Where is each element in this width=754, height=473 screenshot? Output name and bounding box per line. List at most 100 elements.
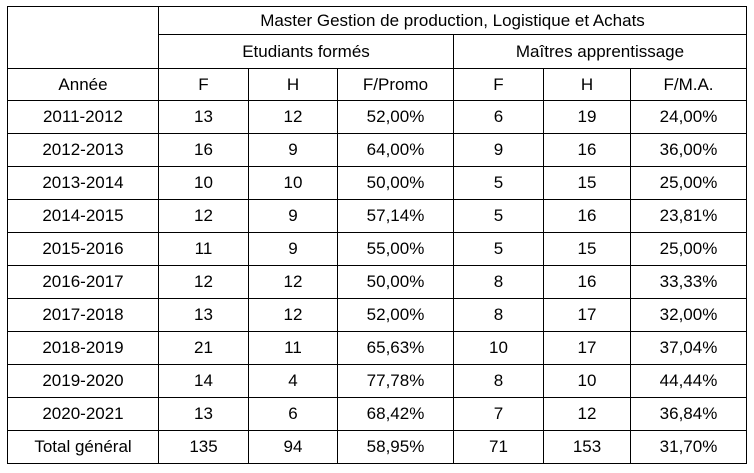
table-row: 2014-2015 12 9 57,14% 5 16 23,81% [7,199,747,233]
data-cell: 16 [543,265,631,299]
data-cell: 9 [248,199,338,233]
data-cell: 12 [158,199,249,233]
data-cell: 12 [158,265,249,299]
data-cell: 50,00% [337,265,454,299]
data-cell: 52,00% [337,100,454,134]
table-title: Master Gestion de production, Logistique… [158,6,747,35]
data-cell: 37,04% [630,331,747,365]
data-cell: 13 [158,100,249,134]
year-cell: 2011-2012 [7,100,159,134]
data-cell: 68,42% [337,397,454,431]
total-cell: 135 [158,430,249,464]
data-cell: 6 [453,100,544,134]
column-header-year: Année [7,68,159,101]
total-cell: 71 [453,430,544,464]
data-cell: 10 [158,166,249,200]
total-label-cell: Total général [7,430,159,464]
data-cell: 9 [248,133,338,167]
data-cell: 24,00% [630,100,747,134]
data-cell: 25,00% [630,232,747,266]
table-row: 2017-2018 13 12 52,00% 8 17 32,00% [7,298,747,332]
column-header-students-ratio: F/Promo [337,68,454,101]
data-cell: 33,33% [630,265,747,299]
total-cell: 31,70% [630,430,747,464]
data-cell: 13 [158,298,249,332]
year-cell: 2017-2018 [7,298,159,332]
data-cell: 10 [543,364,631,398]
data-cell: 64,00% [337,133,454,167]
year-cell: 2016-2017 [7,265,159,299]
data-cell: 8 [453,364,544,398]
data-cell: 17 [543,298,631,332]
data-cell: 13 [158,397,249,431]
data-cell: 6 [248,397,338,431]
data-cell: 10 [453,331,544,365]
data-cell: 65,63% [337,331,454,365]
column-header-masters-ratio: F/M.A. [630,68,747,101]
column-header-masters-f: F [453,68,544,101]
blank-corner-cell [7,6,159,69]
data-cell: 5 [453,232,544,266]
total-cell: 58,95% [337,430,454,464]
master-table: Master Gestion de production, Logistique… [7,6,747,464]
data-cell: 57,14% [337,199,454,233]
data-cell: 23,81% [630,199,747,233]
total-row: Total général 135 94 58,95% 71 153 31,70… [7,430,747,464]
data-cell: 7 [453,397,544,431]
data-cell: 16 [158,133,249,167]
data-cell: 9 [453,133,544,167]
data-cell: 9 [248,232,338,266]
year-cell: 2012-2013 [7,133,159,167]
data-cell: 10 [248,166,338,200]
table-row: 2011-2012 13 12 52,00% 6 19 24,00% [7,100,747,134]
data-cell: 15 [543,232,631,266]
data-cell: 19 [543,100,631,134]
data-cell: 32,00% [630,298,747,332]
year-cell: 2014-2015 [7,199,159,233]
data-cell: 17 [543,331,631,365]
data-cell: 12 [543,397,631,431]
title-row: Master Gestion de production, Logistique… [7,6,747,69]
year-cell: 2019-2020 [7,364,159,398]
data-cell: 15 [543,166,631,200]
data-cell: 25,00% [630,166,747,200]
data-cell: 4 [248,364,338,398]
column-header-students-h: H [248,68,338,101]
table-row: 2018-2019 21 11 65,63% 10 17 37,04% [7,331,747,365]
data-cell: 5 [453,199,544,233]
year-cell: 2020-2021 [7,397,159,431]
data-cell: 55,00% [337,232,454,266]
data-cell: 12 [248,265,338,299]
group-header-students: Etudiants formés [158,34,454,69]
data-cell: 11 [158,232,249,266]
data-cell: 16 [543,133,631,167]
data-cell: 12 [248,100,338,134]
data-cell: 52,00% [337,298,454,332]
data-cell: 14 [158,364,249,398]
group-header-row: Etudiants formés Maîtres apprentissage [8,34,747,69]
table-row: 2012-2013 16 9 64,00% 9 16 36,00% [7,133,747,167]
data-cell: 5 [453,166,544,200]
table-row: 2016-2017 12 12 50,00% 8 16 33,33% [7,265,747,299]
total-cell: 94 [248,430,338,464]
data-cell: 44,44% [630,364,747,398]
table-row: 2015-2016 11 9 55,00% 5 15 25,00% [7,232,747,266]
year-cell: 2018-2019 [7,331,159,365]
data-cell: 36,84% [630,397,747,431]
table-row: 2020-2021 13 6 68,42% 7 12 36,84% [7,397,747,431]
table-row: 2013-2014 10 10 50,00% 5 15 25,00% [7,166,747,200]
data-cell: 77,78% [337,364,454,398]
table-row: 2019-2020 14 4 77,78% 8 10 44,44% [7,364,747,398]
data-cell: 50,00% [337,166,454,200]
data-cell: 16 [543,199,631,233]
data-cell: 21 [158,331,249,365]
column-header-row: Année F H F/Promo F H F/M.A. [7,68,747,101]
year-cell: 2015-2016 [7,232,159,266]
column-header-masters-h: H [543,68,631,101]
data-cell: 11 [248,331,338,365]
data-cell: 8 [453,265,544,299]
data-cell: 8 [453,298,544,332]
data-cell: 36,00% [630,133,747,167]
data-cell: 12 [248,298,338,332]
